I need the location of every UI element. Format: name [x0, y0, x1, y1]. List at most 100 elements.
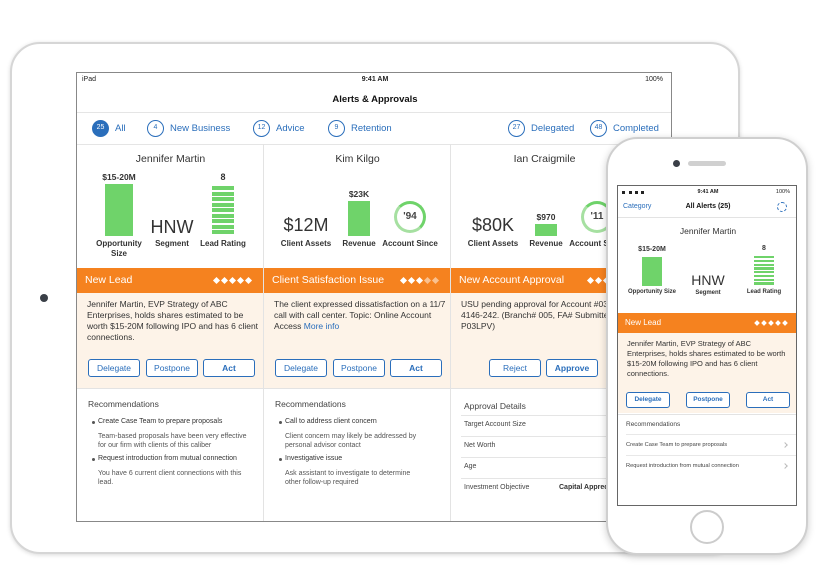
alert-type: New Account Approval: [459, 274, 565, 286]
client-name: Jennifer Martin: [679, 226, 737, 236]
divider: [461, 478, 637, 479]
metric-value: $23K: [348, 189, 370, 199]
tab-label[interactable]: New Business: [170, 123, 231, 134]
tab-count[interactable]: 27: [508, 120, 525, 137]
divider: [264, 388, 450, 389]
metric-label: Account Since: [569, 239, 625, 248]
metric-value: $15-20M: [638, 246, 666, 253]
settings-icon[interactable]: [777, 202, 787, 212]
action-button[interactable]: Reject: [489, 359, 541, 377]
tab-count[interactable]: 4: [147, 120, 164, 137]
rating-stripe: [212, 208, 234, 213]
alert-type: New Lead: [85, 274, 133, 286]
action-button[interactable]: Act: [390, 359, 442, 377]
client-name: Kim Kilgo: [335, 153, 380, 165]
divider: [461, 415, 637, 416]
action-button[interactable]: Delegate: [275, 359, 327, 377]
recommendation-title: Investigative issue: [285, 455, 343, 462]
tab-count[interactable]: 48: [590, 120, 607, 137]
action-button[interactable]: Approve: [546, 359, 598, 377]
tab-label[interactable]: Advice: [276, 123, 305, 134]
client-name: Ian Craigmile: [513, 153, 576, 165]
recommendation-detail: Ask assistant to investigate to determin…: [285, 470, 411, 486]
tab-count[interactable]: 12: [253, 120, 270, 137]
metric-value: $15-20M: [102, 172, 136, 182]
action-button[interactable]: Delegate: [88, 359, 140, 377]
alert-body: Jennifer Martin, EVP Strategy of ABC Ent…: [627, 339, 786, 378]
alert-body: USU pending approval for Account #0389-4…: [461, 299, 633, 332]
rating-stripe: [754, 278, 774, 281]
tab-count[interactable]: 9: [328, 120, 345, 137]
metric-label: Lead Rating: [200, 239, 246, 248]
status-signal: [622, 191, 644, 194]
phone-speaker: [688, 161, 726, 166]
section-title: Approval Details: [464, 401, 526, 411]
rating-stripe: [754, 256, 774, 259]
status-battery: 100%: [645, 76, 663, 83]
metric-label: Client Assets: [280, 239, 332, 248]
rating-stripe: [754, 274, 774, 277]
action-button[interactable]: Postpone: [686, 392, 730, 408]
rating-stripe: [212, 230, 234, 235]
action-button[interactable]: Act: [746, 392, 790, 408]
action-button[interactable]: Postpone: [333, 359, 385, 377]
rating-stripe: [212, 186, 234, 191]
detail-label: Investment Objective: [464, 484, 530, 491]
nav-category[interactable]: Category: [623, 203, 652, 210]
rating-stripe: [754, 259, 774, 262]
alert-card: Jennifer Martin $15-20M Opportunity Size HN…: [77, 144, 264, 521]
status-time: 9:41 AM: [697, 189, 719, 195]
rating-stripe: [212, 202, 234, 207]
recommendation-item[interactable]: Request introduction from mutual connect…: [626, 463, 739, 469]
rating-stripe: [212, 219, 234, 224]
status-time: 9:41 AM: [361, 76, 389, 83]
alert-type: Client Satisfaction Issue: [272, 274, 385, 286]
metric-label: Opportunity Size: [628, 289, 676, 295]
tab-count[interactable]: 25: [92, 120, 109, 137]
tab-label[interactable]: Retention: [351, 123, 392, 134]
rating-stripe: [754, 263, 774, 266]
account-since-ring: [394, 201, 426, 233]
phone-screen: 9:41 AM 100% Category All Alerts (25) Jennif…: [617, 185, 797, 506]
metric-value: 8: [220, 172, 226, 182]
divider: [77, 144, 671, 145]
phone-home-button[interactable]: [690, 510, 724, 544]
divider: [618, 217, 796, 218]
metric-bar: [535, 224, 557, 236]
section-title: Recommendations: [275, 399, 346, 409]
metric-label: Revenue: [342, 239, 376, 248]
bullet: [92, 421, 95, 424]
metric-bar: [642, 257, 662, 286]
divider: [461, 457, 637, 458]
phone-camera: [673, 160, 680, 167]
action-button[interactable]: Act: [203, 359, 255, 377]
action-button[interactable]: Postpone: [146, 359, 198, 377]
metric-value: $970: [536, 212, 556, 222]
account-since-value: '11: [590, 210, 604, 222]
detail-label: Target Account Size: [464, 421, 526, 428]
metric-value: 8: [762, 245, 766, 252]
alert-type: New Lead: [625, 318, 662, 327]
action-button[interactable]: Delegate: [626, 392, 670, 408]
recommendation-item[interactable]: Create Case Team to prepare proposals: [626, 442, 728, 448]
rating-stripe: [754, 282, 774, 285]
tab-label[interactable]: Delegated: [531, 123, 575, 134]
rating-stripe: [212, 191, 234, 196]
tab-label[interactable]: Completed: [613, 123, 659, 134]
bullet: [279, 421, 282, 424]
client-name: Jennifer Martin: [135, 153, 206, 165]
rating-stripe: [754, 271, 774, 274]
status-battery: 100%: [775, 189, 790, 195]
bullet: [92, 458, 95, 461]
metric-value: $12M: [283, 215, 329, 235]
nav-title: All Alerts (25): [685, 203, 731, 210]
recommendation-detail: Client concern may likely be addressed b…: [285, 433, 417, 449]
metric-label: Lead Rating: [746, 289, 782, 295]
metric-value: $80K: [471, 215, 515, 235]
metric-label: Opportunity Size: [96, 239, 142, 258]
rating-stripe: [212, 213, 234, 218]
tab-label[interactable]: All: [115, 123, 126, 134]
divider: [618, 414, 796, 415]
more-info-link[interactable]: More info: [303, 321, 340, 331]
